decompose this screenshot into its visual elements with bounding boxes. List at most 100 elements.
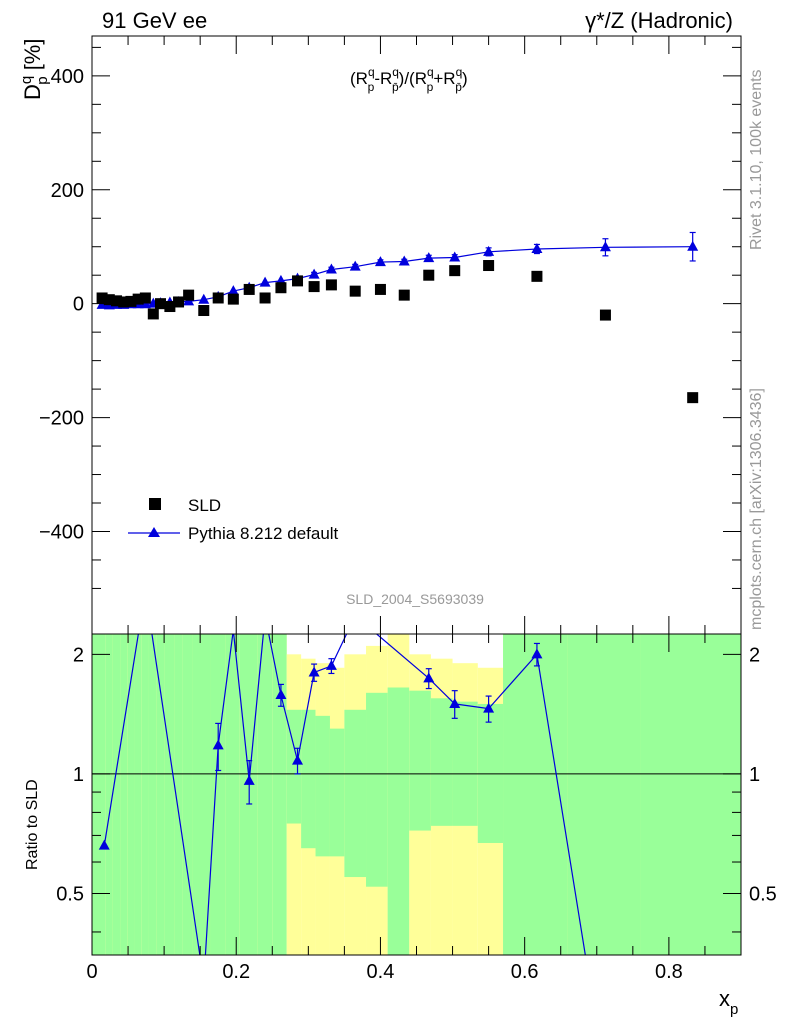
- pythia-point: [198, 293, 210, 304]
- band-inner: [409, 690, 431, 831]
- band-inner: [567, 634, 641, 955]
- band-inner: [272, 634, 287, 955]
- legend-sld-label: SLD: [188, 496, 221, 515]
- ratio-ytick-label-left: 0.5: [56, 883, 84, 905]
- ratio-point: [449, 697, 461, 708]
- xtick-label: 0.6: [511, 961, 539, 983]
- ratio-point: [483, 702, 495, 713]
- ratio-point: [531, 648, 543, 659]
- pythia-point: [599, 241, 611, 252]
- ratio-series-pythia: [98, 634, 586, 955]
- sld-point: [164, 301, 176, 313]
- band-inner: [182, 634, 193, 955]
- band-inner: [329, 728, 345, 857]
- ratio-y-axis-label: Ratio to SLD: [24, 779, 41, 870]
- xtick-label: 0: [86, 961, 97, 983]
- sld-point: [259, 292, 271, 304]
- main-ytick-label: 200: [51, 180, 84, 202]
- sld-point: [292, 275, 304, 287]
- pythia-point: [449, 251, 461, 262]
- svg-text:mcplots.cern.ch [arXiv:1306.34: mcplots.cern.ch [arXiv:1306.3436]: [748, 388, 765, 630]
- sld-point: [599, 309, 611, 321]
- ratio-point: [423, 672, 435, 683]
- sld-point: [125, 295, 137, 307]
- band-inner: [174, 634, 183, 955]
- legend-pythia-label: Pythia 8.212 default: [188, 524, 339, 543]
- svg-text:Ratio to SLD: Ratio to SLD: [24, 779, 41, 870]
- pythia-point: [325, 263, 337, 274]
- title-right: γ*/Z (Hadronic): [585, 8, 733, 33]
- sld-point: [687, 392, 699, 404]
- sld-point: [243, 283, 255, 295]
- pythia-point: [374, 256, 386, 267]
- sld-point: [118, 296, 130, 308]
- band-inner: [134, 634, 142, 955]
- sld-point: [103, 294, 115, 306]
- sld-point: [349, 285, 361, 297]
- sld-point: [423, 269, 435, 281]
- sld-point: [308, 281, 320, 293]
- sld-point: [531, 270, 543, 282]
- pythia-point: [531, 243, 543, 254]
- xtick-label: 0.8: [655, 961, 683, 983]
- band-inner: [503, 634, 568, 955]
- ratio-ytick-label-right: 0.5: [749, 883, 777, 905]
- sld-point: [183, 289, 195, 301]
- band-inner: [257, 634, 273, 955]
- title-left: 91 GeV ee: [102, 8, 207, 33]
- legend: SLD Pythia 8.212 default: [128, 496, 339, 543]
- band-inner: [164, 634, 175, 955]
- main-y-ticks: −400 −200 0 200 400: [39, 46, 741, 589]
- formula-label: (Rq p-Rq p̄)/(Rq p+Rq p̄): [350, 65, 468, 94]
- x-axis-label: xp: [719, 986, 738, 1018]
- sld-point: [96, 292, 108, 304]
- xtick-label: 0.2: [222, 961, 250, 983]
- ratio-point: [212, 739, 224, 750]
- pythia-point: [423, 252, 435, 263]
- band-inner: [141, 634, 149, 955]
- band-inner: [225, 634, 240, 955]
- sld-point: [227, 293, 239, 305]
- ratio-ytick-label-left: 1: [73, 764, 84, 786]
- sld-point: [212, 292, 224, 304]
- main-ytick-label: 400: [51, 66, 84, 88]
- main-ytick-label: −200: [39, 408, 84, 430]
- band-inner: [210, 634, 226, 955]
- band-inner: [452, 701, 478, 826]
- ratio-point: [98, 839, 110, 850]
- pythia-point: [687, 240, 699, 251]
- band-inner: [301, 709, 316, 849]
- analysis-label: SLD_2004_S5693039: [346, 591, 484, 607]
- band-inner: [344, 709, 367, 878]
- ratio-ytick-label-left: 2: [73, 644, 84, 666]
- pythia-point: [483, 245, 495, 256]
- band-inner: [366, 692, 388, 887]
- sld-point: [275, 282, 287, 294]
- ratio-y-ticks: 0.5 0.5 1 1 2 2: [56, 644, 777, 933]
- legend-pythia-marker: [148, 527, 160, 537]
- ratio-ytick-label-right: 2: [749, 644, 760, 666]
- svg-text:Dqp [%]: Dqp [%]: [18, 39, 51, 100]
- band-inner: [120, 634, 128, 955]
- pythia-point: [349, 260, 361, 271]
- sld-point: [483, 260, 495, 272]
- main-frame: [91, 35, 742, 635]
- sld-point: [132, 293, 144, 305]
- sld-point: [111, 295, 123, 307]
- side-label-top: Rivet 3.1.10, 100k events: [748, 69, 765, 250]
- pythia-point: [227, 285, 239, 296]
- sld-point: [139, 292, 151, 304]
- svg-text:(Rqp-Rqp̄)/(Rqp+Rqp̄): (Rq p-Rq p̄)/(Rq p+Rq p̄): [350, 65, 468, 94]
- ratio-point: [325, 659, 337, 670]
- sld-point: [173, 296, 185, 308]
- band-inner: [98, 634, 106, 955]
- ratio-point: [275, 688, 287, 699]
- ratio-point: [292, 754, 304, 765]
- svg-text:Rivet 3.1.10, 100k events: Rivet 3.1.10, 100k events: [748, 69, 765, 250]
- pythia-point: [308, 268, 320, 279]
- sld-point: [325, 279, 337, 291]
- sld-point: [374, 283, 386, 295]
- main-ytick-label: 0: [73, 294, 84, 316]
- ratio-point: [243, 774, 255, 785]
- band-inner: [286, 709, 302, 824]
